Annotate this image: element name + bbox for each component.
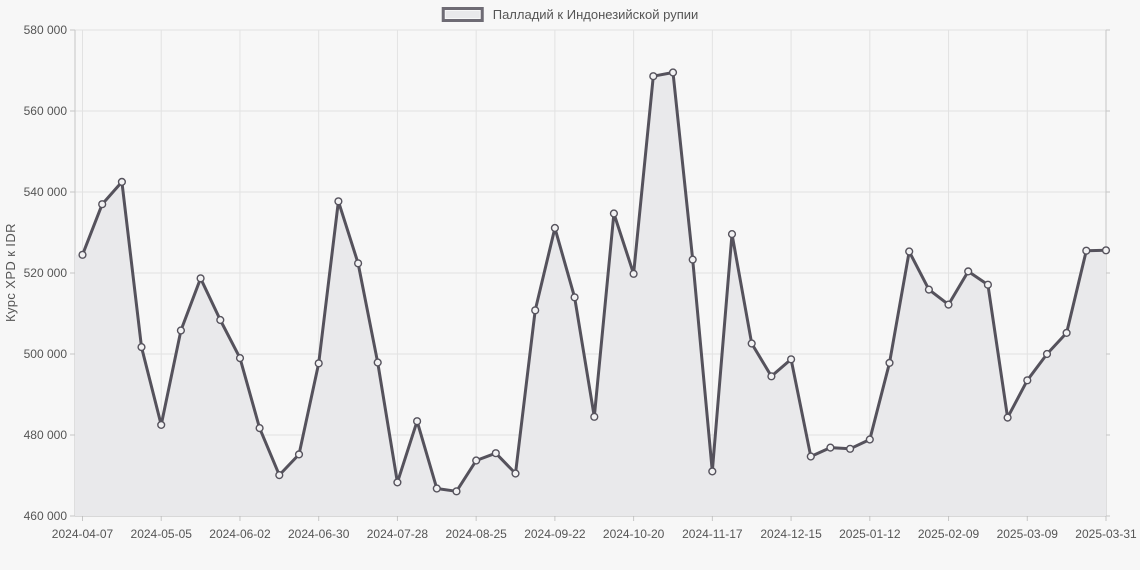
data-point-marker[interactable] [472, 456, 481, 465]
chart-legend[interactable]: Палладий к Индонезийской рупии [441, 7, 699, 22]
data-point-marker[interactable] [314, 359, 323, 368]
legend-label: Палладий к Индонезийской рупии [492, 7, 699, 22]
x-tick-label: 2024-12-15 [760, 527, 822, 541]
data-point-marker[interactable] [531, 306, 540, 315]
data-point-marker[interactable] [157, 420, 166, 430]
data-point-marker[interactable] [275, 471, 284, 480]
x-tick-label: 2025-01-12 [839, 527, 901, 541]
x-tick-label: 2024-05-05 [131, 527, 193, 541]
data-point-marker[interactable] [688, 255, 697, 264]
y-tick-label: 540 000 [24, 185, 68, 199]
data-point-marker[interactable] [1003, 413, 1012, 422]
legend-swatch-icon [441, 7, 484, 22]
data-point-marker[interactable] [491, 449, 500, 458]
data-point-marker[interactable] [137, 343, 146, 352]
x-tick-label: 2024-04-07 [52, 527, 114, 541]
x-tick-label: 2025-03-09 [997, 527, 1059, 541]
data-point-marker[interactable] [1082, 246, 1091, 255]
data-point-marker[interactable] [334, 197, 343, 206]
data-point-marker[interactable] [570, 293, 579, 302]
data-point-marker[interactable] [354, 259, 363, 268]
y-axis-title: Курс XPD к IDR [3, 223, 18, 323]
data-point-marker[interactable] [1101, 246, 1111, 255]
data-point-marker[interactable] [865, 435, 874, 444]
data-point-marker[interactable] [196, 274, 205, 283]
data-point-marker[interactable] [806, 452, 815, 461]
data-point-marker[interactable] [1042, 349, 1052, 359]
data-point-marker[interactable] [924, 285, 934, 294]
data-point-marker[interactable] [983, 280, 993, 289]
data-point-marker[interactable] [826, 443, 835, 452]
data-point-marker[interactable] [708, 467, 717, 476]
data-point-marker[interactable] [235, 354, 245, 363]
data-point-marker[interactable] [786, 355, 796, 364]
data-point-marker[interactable] [78, 250, 87, 259]
x-tick-label: 2025-03-31 [1075, 527, 1137, 541]
data-point-marker[interactable] [393, 478, 402, 487]
y-tick-label: 500 000 [24, 347, 68, 361]
y-tick-label: 480 000 [24, 428, 68, 442]
x-tick-label: 2024-06-30 [288, 527, 350, 541]
data-point-marker[interactable] [413, 417, 422, 426]
data-point-marker[interactable] [117, 177, 127, 187]
data-point-marker[interactable] [727, 230, 737, 239]
data-point-marker[interactable] [294, 450, 304, 459]
y-tick-label: 560 000 [24, 104, 68, 118]
data-point-marker[interactable] [905, 247, 914, 256]
data-point-marker[interactable] [1023, 376, 1032, 385]
data-point-marker[interactable] [432, 484, 441, 493]
data-point-marker[interactable] [1062, 328, 1071, 338]
data-point-marker[interactable] [590, 412, 599, 421]
data-point-marker[interactable] [944, 300, 953, 309]
data-point-marker[interactable] [216, 315, 225, 325]
x-tick-label: 2024-09-22 [524, 527, 586, 541]
data-point-marker[interactable] [452, 487, 461, 496]
x-tick-label: 2024-06-02 [209, 527, 271, 541]
data-point-marker[interactable] [845, 444, 855, 453]
data-point-marker[interactable] [747, 339, 756, 348]
data-point-marker[interactable] [649, 72, 658, 81]
x-tick-label: 2024-07-28 [367, 527, 429, 541]
data-point-marker[interactable] [550, 223, 560, 233]
y-tick-label: 520 000 [24, 266, 68, 280]
data-point-marker[interactable] [255, 424, 264, 433]
data-point-marker[interactable] [629, 269, 638, 278]
data-point-marker[interactable] [373, 358, 382, 367]
data-point-marker[interactable] [511, 469, 520, 478]
data-point-marker[interactable] [767, 372, 776, 381]
y-tick-label: 460 000 [24, 509, 68, 523]
y-tick-label: 580 000 [24, 23, 68, 37]
data-point-marker[interactable] [885, 358, 894, 368]
data-point-marker[interactable] [964, 267, 973, 276]
data-point-marker[interactable] [98, 200, 107, 209]
data-point-marker[interactable] [609, 209, 619, 218]
x-tick-label: 2024-10-20 [603, 527, 665, 541]
x-tick-label: 2024-11-17 [682, 527, 743, 541]
x-tick-label: 2024-08-25 [445, 527, 507, 541]
x-tick-label: 2025-02-09 [918, 527, 980, 541]
series-area [75, 72, 1106, 516]
data-point-marker[interactable] [668, 68, 678, 77]
data-point-marker[interactable] [176, 326, 186, 335]
